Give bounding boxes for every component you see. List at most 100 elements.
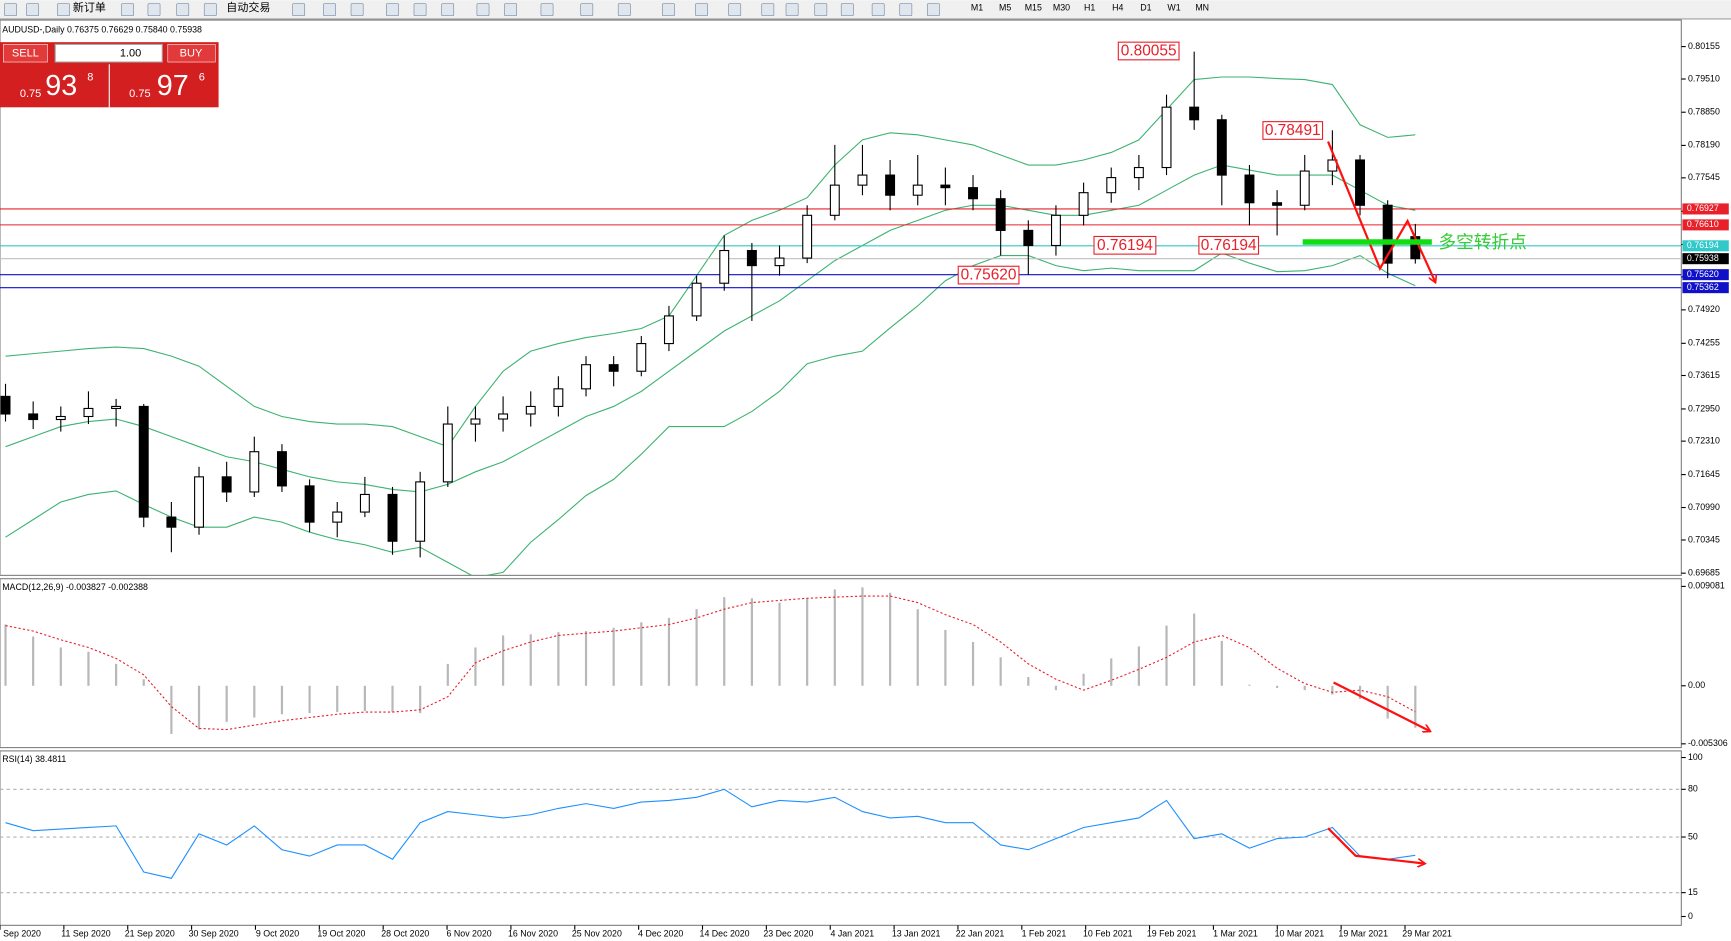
toolbar-icon[interactable] [292, 3, 306, 17]
candle-body [387, 493, 398, 542]
price-level-box [1682, 269, 1729, 281]
candle-body [774, 257, 785, 267]
macd-bar [32, 636, 35, 686]
candle-body [1272, 202, 1283, 206]
toolbar-icon[interactable] [441, 3, 455, 17]
candle-body [525, 405, 536, 415]
macd-bar [1414, 685, 1417, 728]
x-tick-label: 22 Jan 2021 [956, 928, 1005, 938]
x-tick-label: 4 Jan 2021 [830, 928, 874, 938]
x-tick-label: 25 Nov 2020 [572, 928, 622, 938]
macd-bar [723, 597, 726, 686]
toolbar-icon[interactable] [899, 3, 913, 17]
toolbar-icon[interactable] [203, 3, 217, 17]
macd-bar [391, 685, 394, 713]
macd-bar [806, 598, 809, 686]
auto-trading-button[interactable]: 自动交易 [226, 0, 270, 14]
x-tick-label: 19 Mar 2021 [1338, 928, 1388, 938]
toolbar-icon[interactable] [121, 3, 134, 17]
toolbar-icon[interactable] [728, 3, 742, 17]
candle-body [829, 184, 840, 216]
candle-body [28, 413, 39, 421]
toolbar-icon[interactable] [26, 3, 39, 17]
macd-bar [999, 657, 1002, 686]
price-level-box [1682, 240, 1729, 252]
toolbar-icon[interactable] [476, 3, 490, 17]
macd-signal [5, 595, 1416, 731]
timeframe-button[interactable]: M30 [1053, 2, 1070, 12]
toolbar-icon[interactable] [662, 3, 675, 17]
y-tick-label: 0.78850 [1688, 107, 1720, 117]
toolbar-icon[interactable] [926, 3, 940, 17]
y-tick-label: 0.74920 [1688, 304, 1720, 314]
y-tick-label: 0.70990 [1688, 502, 1720, 512]
macd-bar [1220, 640, 1223, 686]
toolbar-icon[interactable] [323, 3, 336, 17]
timeframe-button[interactable]: H1 [1084, 2, 1095, 12]
toolbar-icon[interactable] [695, 3, 708, 17]
price-level-label: 0.76927 [1687, 203, 1719, 213]
buy-label[interactable]: BUY [180, 48, 203, 60]
y-tick-label: 0.80155 [1688, 41, 1720, 51]
candle-body [691, 282, 702, 317]
buy-button[interactable] [167, 44, 216, 63]
candle-body [83, 407, 94, 418]
candle-body [470, 418, 481, 425]
rsi-panel [0, 750, 1682, 926]
macd-bar [833, 589, 836, 686]
candle-body [968, 187, 978, 200]
macd-bar [640, 622, 643, 686]
toolbar-icon[interactable] [350, 3, 364, 17]
toolbar-icon[interactable] [504, 3, 517, 17]
toolbar-icon[interactable] [4, 3, 17, 17]
y-tick-label: 0.71645 [1688, 469, 1720, 479]
timeframe-button[interactable]: M1 [971, 2, 983, 12]
x-tick-label: Sep 2020 [3, 928, 41, 938]
toolbar-icon[interactable] [840, 3, 854, 17]
sell-price-pips: 93 [45, 70, 77, 102]
annotation-box [1198, 235, 1260, 255]
y-tick-label: 0.00 [1688, 680, 1705, 690]
toolbar-icon[interactable] [386, 3, 399, 17]
timeframe-button[interactable]: D1 [1140, 2, 1151, 12]
price-level-label: 0.75938 [1687, 253, 1719, 263]
lots-value[interactable]: 1.00 [120, 48, 141, 60]
annotation: 多空转折点 [1438, 232, 1526, 253]
sell-label[interactable]: SELL [12, 48, 39, 60]
toolbar-icon[interactable] [871, 3, 885, 17]
timeframe-button[interactable]: M15 [1025, 2, 1042, 12]
toolbar-icon[interactable] [580, 3, 594, 17]
candle-body [1161, 106, 1172, 169]
y-tick-label: 15 [1688, 887, 1698, 897]
toolbar-icon[interactable] [814, 3, 828, 17]
toolbar-icon[interactable] [413, 3, 427, 17]
timeframe-button[interactable]: W1 [1167, 2, 1180, 12]
bollinger-upper [5, 76, 1416, 448]
sell-button[interactable] [3, 44, 48, 63]
macd-bar [446, 663, 449, 686]
toolbar-icon[interactable] [617, 3, 631, 17]
new-order-button[interactable]: 新订单 [73, 0, 106, 14]
toolbar-icon[interactable] [761, 3, 775, 17]
macd-bar [1275, 685, 1279, 688]
x-tick-label: 9 Oct 2020 [256, 928, 299, 938]
lots-field[interactable] [54, 43, 163, 63]
macd-bar [501, 635, 505, 686]
candle-body [1078, 192, 1089, 216]
candle-body [746, 249, 757, 267]
timeframe-button[interactable]: H4 [1112, 2, 1123, 12]
macd-bar [1358, 685, 1362, 699]
timeframe-button[interactable]: M5 [999, 2, 1011, 12]
toolbar-icon[interactable] [57, 3, 70, 17]
x-tick-label: 30 Sep 2020 [189, 928, 239, 938]
sell-price-fraction: 8 [87, 71, 93, 83]
toolbar-icon[interactable] [147, 3, 161, 17]
toolbar-icon[interactable] [540, 3, 554, 17]
annotation: 0.80055 [1121, 43, 1177, 60]
toolbar-icon[interactable] [785, 3, 799, 17]
macd-bar [1165, 625, 1168, 686]
x-tick-label: 10 Mar 2021 [1275, 928, 1325, 938]
x-tick-label: 19 Feb 2021 [1147, 928, 1197, 938]
toolbar-icon[interactable] [176, 3, 190, 17]
timeframe-button[interactable]: MN [1195, 2, 1209, 12]
